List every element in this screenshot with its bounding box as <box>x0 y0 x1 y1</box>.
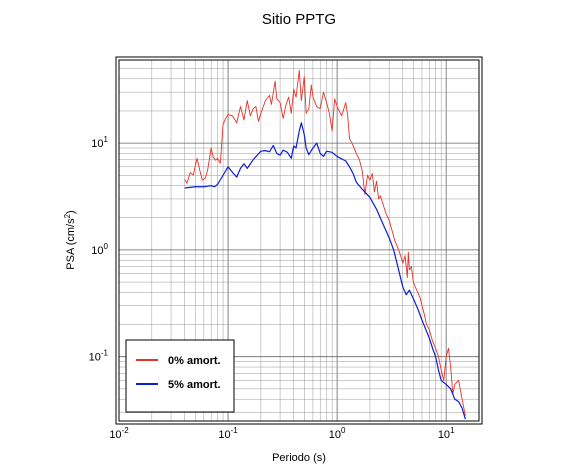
y-axis-label-end: ) <box>65 210 77 214</box>
legend-label-0: 0% amort. <box>168 355 221 367</box>
series-layer <box>184 69 466 420</box>
x-tick-label: 101 <box>438 426 455 441</box>
plot-frame-outer <box>115 56 483 425</box>
legend: 0% amort. 5% amort. <box>125 339 235 413</box>
series-line-1 <box>184 122 466 420</box>
y-axis-label: PSA (cm/s2) <box>63 210 77 269</box>
y-axis-label-sup: 2 <box>63 213 72 218</box>
x-tick-label: 10-1 <box>218 426 238 441</box>
y-tick-label: 100 <box>91 242 108 257</box>
x-tick-label: 100 <box>329 426 346 441</box>
chart-title: Sitio PPTG <box>262 11 336 28</box>
legend-label-1: 5% amort. <box>168 379 221 391</box>
plot-grid <box>118 59 480 421</box>
y-tick-label: 10-1 <box>89 349 109 364</box>
legend-box <box>125 339 235 413</box>
series-line-0 <box>184 69 466 416</box>
x-tick-label: 10-2 <box>109 426 129 441</box>
plot-frame <box>118 59 480 422</box>
tick-labels: 10-2 10-1 100 101 10-1 100 101 <box>89 135 455 441</box>
y-axis-label-main: PSA (cm/s <box>65 218 77 270</box>
x-axis-label: Periodo (s) <box>272 452 326 464</box>
y-tick-label: 101 <box>91 135 108 150</box>
